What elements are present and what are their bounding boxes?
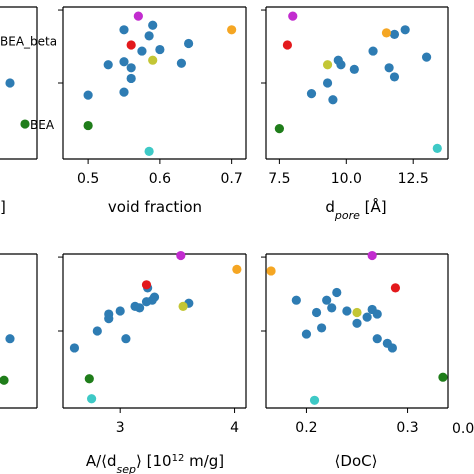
top-right-point-blue-11	[328, 95, 338, 105]
top-middle-xtick-label-1: 0.6	[149, 171, 171, 187]
bottom-middle-point-blue-7	[135, 303, 145, 313]
top-middle-point-blue-6	[155, 44, 165, 55]
bottom-right-point-blue-12	[372, 334, 382, 344]
top-middle-point-blue-10	[119, 87, 129, 97]
top-right-point-blue-8	[322, 78, 333, 88]
top-right-xtick-label-2: 12.5	[398, 171, 429, 187]
bottom-right-point-blue-14	[317, 323, 327, 333]
top-middle-point-red-0	[126, 40, 136, 50]
top-right-point-blue-2	[368, 46, 378, 56]
top-right-xlabel: dpore [Å]	[325, 197, 386, 222]
bottom-right-point-blue-4	[332, 287, 342, 298]
top-right-point-orange-0	[381, 28, 392, 38]
top-left-partial-annotation-0: BEA_beta	[0, 34, 57, 48]
top-right-point-blue-3	[389, 29, 400, 39]
bottom-right-point-blue-13	[301, 329, 312, 339]
bottom-right-point-blue-1	[311, 307, 322, 318]
top-middle-point-blue-9	[148, 20, 158, 30]
bottom-right-point-orange-0	[266, 266, 276, 276]
bottom-middle-point-olive-0	[178, 301, 188, 311]
top-middle-point-blue-12	[144, 31, 154, 41]
top-left-xlabel-remnant: ]	[0, 198, 6, 216]
top-right-point-blue-7	[421, 52, 432, 62]
top-right-point-blue-9	[306, 89, 317, 99]
bottom-middle-point-blue-10	[149, 292, 160, 302]
top-right-point-red-0	[282, 40, 293, 50]
bottom-middle-xtick-label-1: 4	[230, 420, 239, 436]
bottom-right-point-blue-7	[362, 312, 372, 322]
bottom-right-point-olive-0	[352, 307, 362, 318]
top-right-point-blue-5	[384, 63, 394, 73]
top-middle-point-olive-0	[148, 55, 158, 65]
bottom-middle-point-cyan-0	[86, 394, 97, 404]
bottom-left-partial-point-blue-0	[5, 334, 15, 344]
bottom-middle-xtick-label-0: 3	[116, 420, 125, 436]
bottom-right-xlabel: ⟨DoC⟩	[335, 452, 378, 470]
bottom-right-point-blue-3	[327, 303, 337, 313]
bottom-middle-point-blue-5	[121, 334, 131, 344]
bottom-right-point-blue-5	[342, 306, 352, 316]
bottom-middle-point-blue-1	[92, 326, 102, 336]
bottom-middle-point-magenta-0	[176, 250, 186, 261]
top-middle-point-blue-0	[119, 25, 129, 35]
bottom-right-point-blue-11	[387, 343, 397, 353]
top-middle-point-blue-2	[119, 57, 129, 67]
bottom-right-point-red-0	[390, 283, 401, 293]
top-right-point-green-0	[274, 124, 284, 134]
bottom-right-xtick-label-1: 0.3	[396, 420, 418, 436]
bottom-middle-point-blue-0	[69, 343, 80, 353]
top-left-partial-point-blue-0	[5, 78, 15, 88]
bottom-right-point-blue-2	[322, 295, 332, 305]
bottom-right-point-blue-0	[291, 295, 301, 305]
bottom-middle-xlabel: A/⟨dsep⟩ [1012 m/g]	[86, 452, 224, 474]
bottom-right-xtick-label-0: 0.2	[295, 420, 317, 436]
top-middle-xlabel: void fraction	[108, 198, 202, 216]
bottom-right-point-blue-6	[352, 318, 362, 328]
top-middle-point-green-0	[83, 120, 93, 131]
top-right-point-blue-6	[389, 72, 400, 82]
top-middle-xtick-label-2: 0.7	[221, 171, 243, 187]
bottom-middle-point-green-0	[84, 374, 94, 384]
top-right-xtick-label-0: 7.5	[268, 171, 290, 187]
top-middle-point-orange-0	[227, 25, 237, 35]
top-middle-point-blue-1	[103, 60, 113, 70]
bottom-middle-point-blue-3	[104, 309, 114, 319]
top-right-point-blue-4	[400, 25, 410, 35]
top-right-xtick-label-1: 10.0	[331, 171, 362, 187]
top-middle-point-blue-5	[137, 46, 147, 56]
top-middle-point-blue-4	[126, 73, 136, 84]
top-left-partial-annotation-1: BEA	[30, 118, 55, 132]
far-right-xtick-label-0: 0.0	[452, 421, 474, 437]
top-middle-point-blue-7	[176, 58, 187, 68]
bottom-right-point-magenta-0	[367, 250, 377, 261]
bottom-middle-point-orange-0	[232, 264, 242, 274]
top-right-point-olive-0	[322, 60, 333, 70]
bottom-middle-point-red-0	[141, 280, 152, 290]
top-right-point-cyan-0	[432, 143, 442, 153]
bottom-left-partial-point-green-0	[0, 375, 9, 385]
bottom-right-point-blue-9	[372, 309, 382, 319]
top-right-point-blue-1	[349, 64, 359, 74]
bottom-middle-point-blue-4	[115, 306, 125, 316]
bottom-right-point-green-0	[438, 372, 448, 382]
top-left-partial-point-green-0	[20, 119, 30, 129]
top-middle-point-magenta-0	[133, 11, 143, 21]
top-middle-point-cyan-0	[144, 146, 154, 156]
top-middle-xtick-label-0: 0.5	[77, 171, 99, 187]
top-middle-point-blue-8	[183, 38, 194, 49]
top-right-point-magenta-0	[288, 11, 298, 21]
bottom-right-point-cyan-0	[309, 395, 320, 405]
top-middle-point-blue-3	[126, 63, 136, 73]
top-right-point-blue-10	[336, 60, 346, 70]
top-middle-point-blue-11	[83, 90, 93, 100]
